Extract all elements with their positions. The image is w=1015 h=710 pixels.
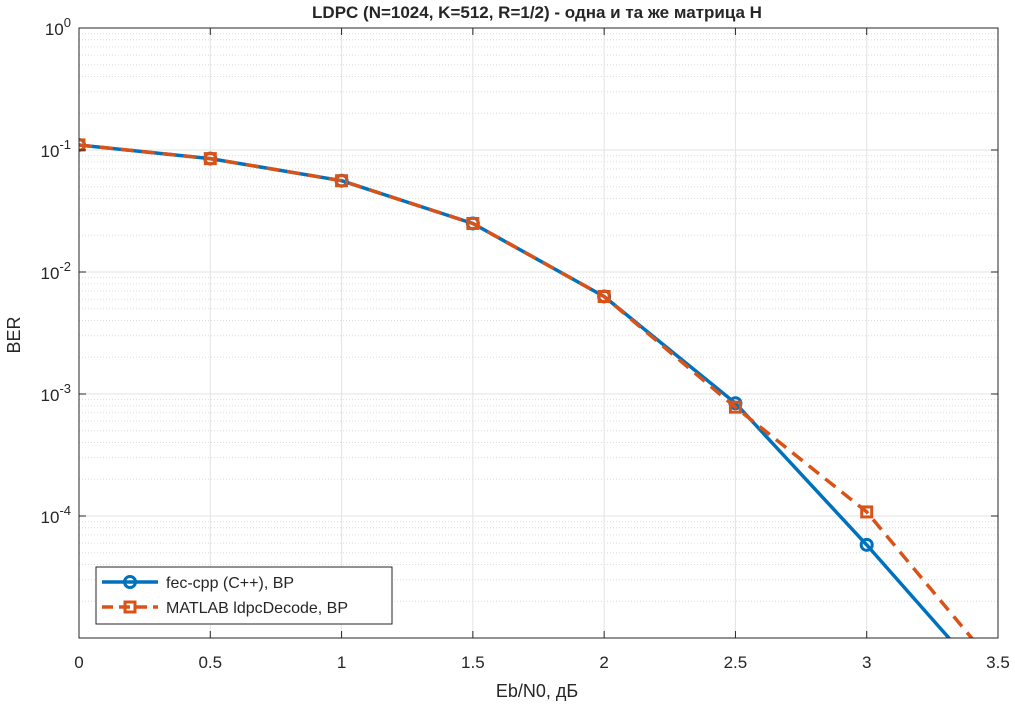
data-point-circle [859, 537, 874, 552]
data-point-square [466, 216, 480, 230]
legend-box [95, 566, 393, 625]
legend: fec-cpp (C++), BP MATLAB ldpcDecode, BP [95, 566, 393, 625]
data-point-square [203, 152, 217, 166]
chart-title: LDPC (N=1024, K=512, R=1/2) - одна и та … [312, 3, 762, 22]
x-tick-label: 3 [862, 653, 871, 672]
x-tick-label: 2.5 [724, 653, 748, 672]
y-tick-labels: 100 10-1 10-2 10-3 10-4 [41, 15, 71, 527]
data-point-square [79, 138, 86, 152]
legend-label-2: MATLAB ldpcDecode, BP [166, 600, 348, 617]
y-tick-label: 10-4 [41, 503, 71, 527]
x-axis-label: Eb/N0, дБ [496, 681, 578, 701]
plot-frame [78, 27, 999, 639]
tick-marks [78, 27, 999, 638]
legend-label-1: fec-cpp (C++), BP [166, 575, 294, 592]
series-2 [79, 138, 974, 638]
x-tick-label: 3.5 [986, 653, 1010, 672]
data-point-square [728, 400, 742, 414]
data-point-square [597, 289, 611, 303]
series-line-2 [79, 143, 974, 638]
x-tick-label: 1.5 [461, 653, 485, 672]
x-tick-label: 0 [74, 653, 83, 672]
x-tick-labels: 0 0.5 1 1.5 2 2.5 3 3.5 [74, 653, 1010, 672]
y-tick-label: 10-2 [41, 259, 71, 283]
legend-marker-circle [123, 575, 137, 589]
y-tick-label: 10-1 [41, 137, 71, 161]
data-point-square [860, 505, 874, 519]
data-point-square [335, 174, 349, 188]
y-tick-label: 10-3 [41, 381, 71, 405]
x-tick-label: 0.5 [198, 653, 222, 672]
x-tick-label: 2 [599, 653, 608, 672]
legend-marker-square [123, 600, 137, 614]
y-axis-label: BER [4, 316, 24, 353]
x-tick-label: 1 [337, 653, 346, 672]
y-tick-label: 100 [45, 15, 71, 39]
plot-background [79, 28, 998, 638]
series-layer [79, 137, 974, 638]
